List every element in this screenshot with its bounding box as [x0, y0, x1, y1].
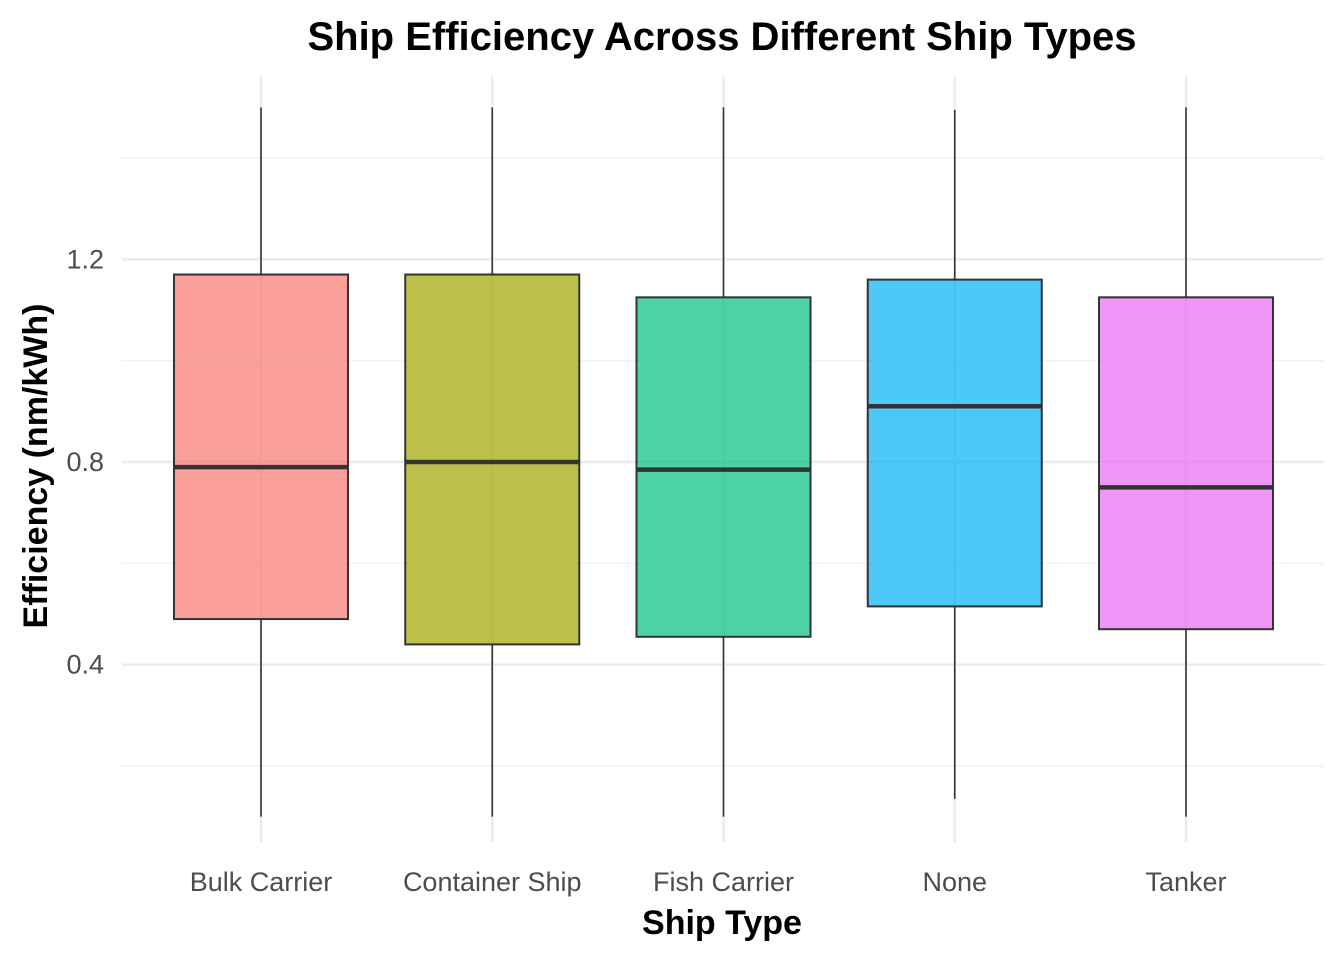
tick-layer: 0.4 0.8 1.2 Bulk Carrier Container Ship Fish …	[66, 244, 1226, 897]
box-group	[1098, 107, 1274, 817]
x-axis-title: Ship Type	[642, 904, 802, 942]
x-tick-label: Tanker	[1145, 867, 1226, 897]
box-iqr	[173, 273, 349, 621]
box-iqr	[1098, 296, 1274, 631]
box-iqr	[635, 296, 812, 638]
y-tick-label: 1.2	[66, 244, 104, 274]
y-tick-label: 0.4	[66, 650, 104, 680]
x-tick-label: Container Ship	[403, 867, 582, 897]
box-layer	[173, 107, 1274, 817]
chart-title: Ship Efficiency Across Different Ship Ty…	[307, 15, 1136, 59]
box-iqr	[866, 278, 1043, 608]
y-tick-label: 0.8	[66, 447, 104, 477]
x-tick-label: None	[922, 867, 987, 897]
box-group	[404, 107, 581, 817]
box-group	[866, 109, 1043, 799]
box-iqr	[404, 273, 581, 646]
x-tick-label: Fish Carrier	[653, 867, 794, 897]
box-group	[173, 107, 349, 817]
x-tick-label: Bulk Carrier	[190, 867, 333, 897]
box-group	[635, 107, 812, 817]
y-axis-title: Efficiency (nm/kWh)	[17, 304, 55, 629]
